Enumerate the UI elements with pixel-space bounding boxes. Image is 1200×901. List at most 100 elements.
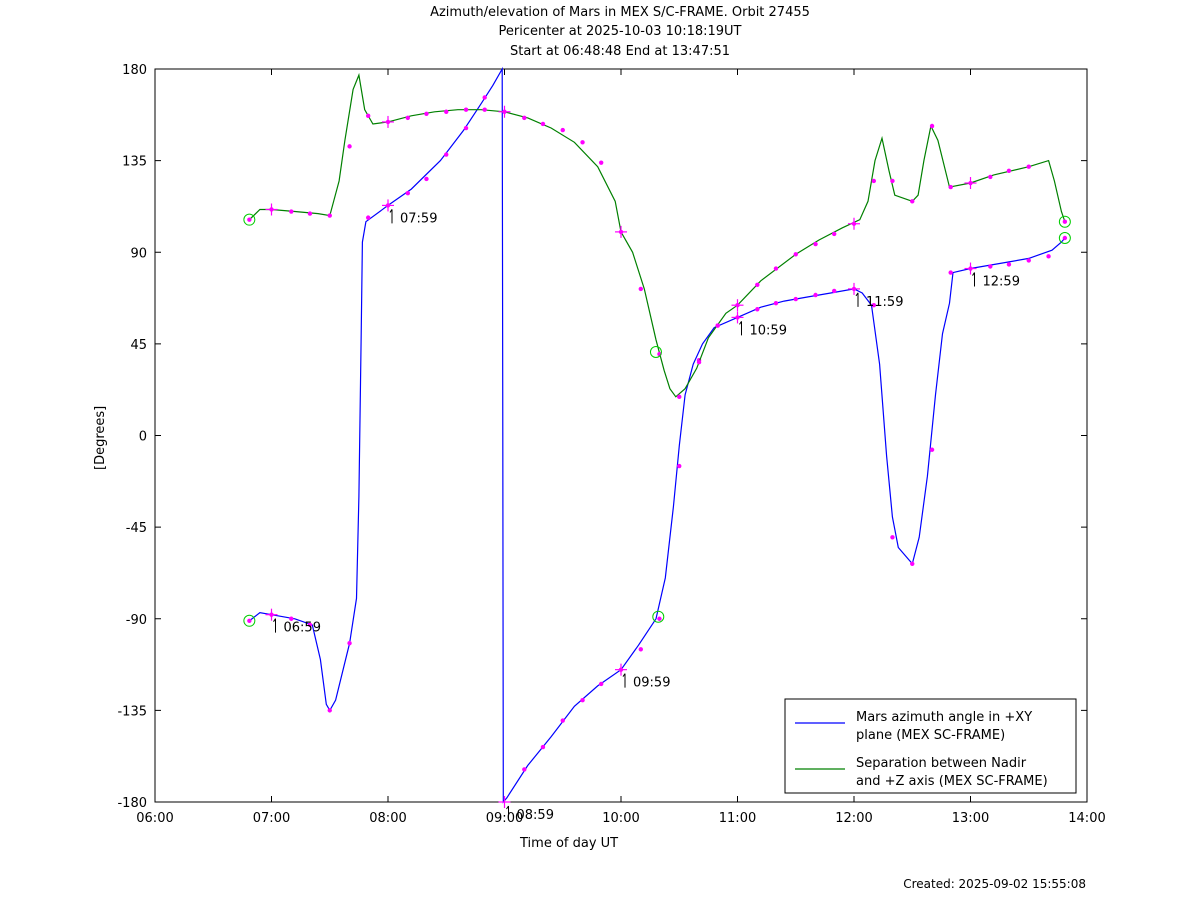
data-point [560,127,565,133]
event-circle [1058,231,1071,244]
data-point [677,463,682,469]
data-point [657,616,662,621]
data-point [638,647,644,652]
data-point [580,140,585,145]
x-tick-label: 10:00 [602,811,639,826]
x-tick-label: 09:00 [486,811,523,826]
y-tick-label: 0 [139,430,147,445]
data-point [289,616,294,621]
data-point [773,300,779,306]
data-point [793,296,798,302]
data-point [1026,164,1031,169]
event-circle [652,610,665,623]
data-point [463,125,469,131]
y-tick-label: -180 [117,796,147,811]
legend-label: Mars azimuth angle in +XY [856,710,1032,725]
annotation-arrow-head [506,805,509,810]
x-tick-label: 08:00 [369,811,406,826]
annotation-arrow-head [389,209,393,213]
data-point [988,174,993,180]
annotation-label: 09:59 [633,676,670,691]
data-point [755,282,760,288]
x-axis-label: Time of day UT [520,836,619,851]
annotation-arrow-head [273,618,276,622]
data-point [929,123,935,129]
data-point [444,109,449,114]
annotation-label: 12:59 [983,275,1020,290]
data-point [988,264,993,269]
data-point [424,111,429,116]
annotation-arrow-head [972,272,975,276]
data-point [638,286,644,292]
y-tick-label: 180 [122,63,147,78]
data-point [560,718,565,723]
event-circle [243,213,256,226]
annotation-arrow-head [855,292,859,297]
series-line-0 [249,66,1066,804]
data-point [307,622,313,628]
data-point [405,191,411,196]
legend-box [784,698,1077,794]
annotation-label: 08:59 [517,808,554,823]
annotation-label: 07:59 [400,211,437,226]
created-timestamp: Created: 2025-09-02 15:55:08 [903,877,1086,891]
data-point [890,535,895,540]
x-tick-label: 13:00 [952,811,989,826]
chart-subtitle: Pericenter at 2025-10-03 10:18:19UT [498,24,742,39]
data-point [444,152,449,157]
x-tick-label: 14:00 [1068,811,1105,826]
data-point [948,184,953,190]
legend-label: and +Z axis (MEX SC-FRAME) [856,774,1048,789]
y-tick-label: -45 [126,521,147,536]
data-point [482,95,487,100]
data-point [773,266,779,271]
y-axis-label: [Degrees] [93,405,108,470]
data-point [289,209,294,214]
series-line-1 [248,72,1066,398]
data-point [365,113,371,119]
data-point [831,231,837,237]
data-point [910,561,915,566]
data-point [540,121,546,127]
data-point [910,199,915,204]
data-point [347,144,352,149]
data-point [929,447,935,452]
x-tick-label: 07:00 [253,811,290,826]
data-point [890,178,895,184]
y-tick-label: -90 [126,613,147,628]
data-point [327,708,332,713]
event-circle [649,346,662,359]
y-tick-label: -135 [117,704,147,719]
annotation-arrow-head [739,321,742,325]
data-point [715,323,720,328]
data-point [1006,168,1012,174]
data-point [1062,235,1068,241]
data-point [247,217,252,222]
data-point [871,302,877,308]
data-point [813,241,818,247]
x-tick-label: 11:00 [719,811,756,826]
data-point [482,107,487,112]
data-point [463,107,469,112]
data-point [347,640,352,646]
data-point [307,211,313,216]
data-point [365,215,371,220]
data-point [327,213,332,218]
data-point [813,292,818,298]
data-point [1046,254,1051,259]
data-point [424,176,429,182]
chart-subtitle-2: Start at 06:48:48 End at 13:47:51 [509,44,731,59]
data-point [598,681,604,687]
chart-title: Azimuth/elevation of Mars in MEX S/C-FRA… [430,5,810,20]
event-circle [1058,215,1071,228]
y-tick-label: 90 [130,246,147,261]
data-point [1026,258,1031,263]
data-point [247,618,252,623]
data-point [696,360,702,365]
data-point [1006,262,1012,267]
annotation-label: 06:59 [284,621,321,636]
legend-label: Separation between Nadir [856,756,1027,771]
data-point [405,115,411,121]
x-tick-label: 12:00 [835,811,872,826]
